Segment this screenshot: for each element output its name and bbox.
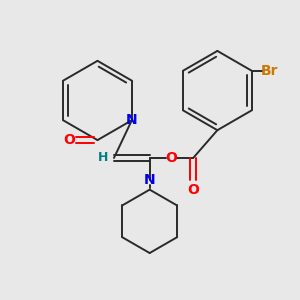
Text: N: N [126, 113, 138, 127]
Text: O: O [187, 183, 199, 196]
Text: O: O [63, 133, 75, 147]
Text: O: O [166, 151, 177, 165]
Text: Br: Br [261, 64, 278, 78]
Text: H: H [98, 152, 108, 164]
Text: N: N [144, 173, 155, 187]
